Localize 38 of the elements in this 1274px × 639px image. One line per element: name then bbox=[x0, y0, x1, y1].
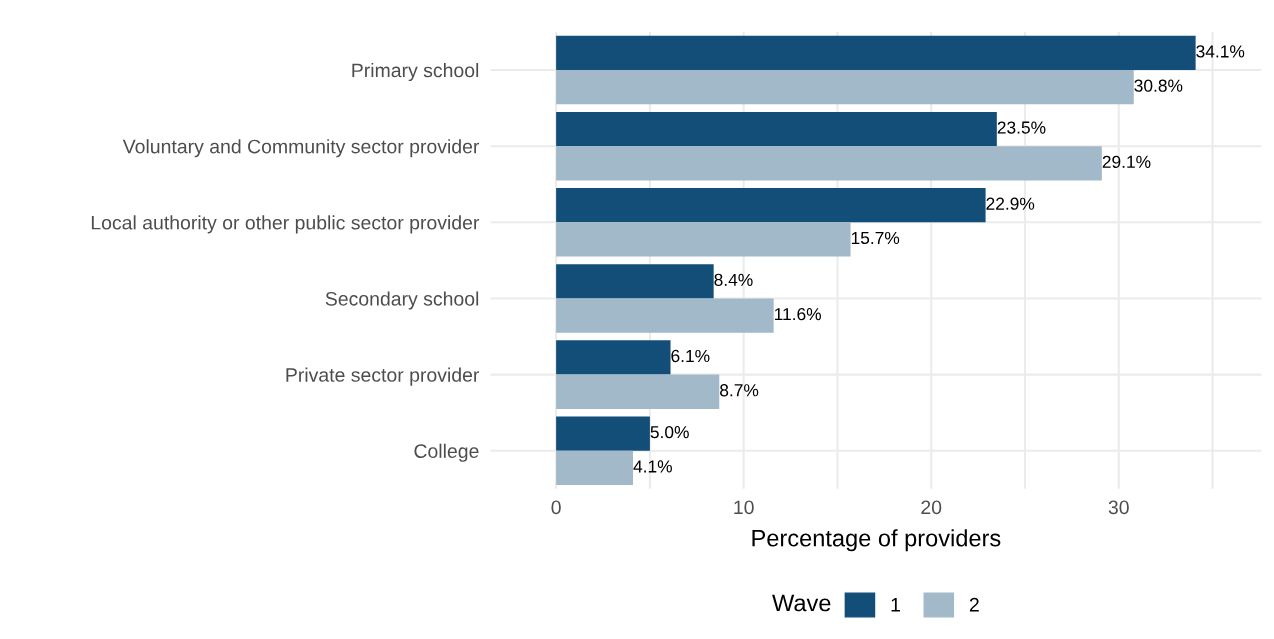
bar bbox=[556, 340, 671, 375]
legend-label: 2 bbox=[969, 597, 979, 612]
y-tick-label: Private sector provider bbox=[286, 367, 480, 386]
x-tick-label: 30 bbox=[1108, 500, 1129, 515]
y-tick-label: College bbox=[414, 443, 479, 462]
x-tick-label: 10 bbox=[734, 500, 754, 515]
data-label: 5.0% bbox=[650, 425, 689, 439]
bar bbox=[556, 264, 714, 299]
bar bbox=[556, 188, 986, 223]
data-label: 4.1% bbox=[633, 460, 672, 473]
bar bbox=[556, 111, 997, 147]
legend-title: Wave bbox=[772, 594, 831, 612]
bar bbox=[556, 35, 1196, 71]
data-label: 6.1% bbox=[671, 349, 710, 363]
x-axis-title: Percentage of providers bbox=[752, 529, 1001, 552]
bar bbox=[556, 298, 774, 333]
data-label: 23.5% bbox=[997, 121, 1046, 134]
data-label: 8.7% bbox=[720, 384, 759, 397]
data-label: 22.9% bbox=[986, 197, 1035, 210]
x-tick-label: 0 bbox=[551, 500, 561, 515]
legend-label: 1 bbox=[891, 598, 900, 612]
data-label: 30.8% bbox=[1134, 79, 1183, 92]
y-tick-label: Voluntary and Community sector provider bbox=[122, 139, 480, 158]
data-label: 11.6% bbox=[774, 307, 821, 321]
bar bbox=[556, 146, 1102, 181]
y-tick-label: Local authority or other public sector provider bbox=[91, 215, 480, 234]
x-tick-label: 20 bbox=[921, 500, 942, 515]
bar bbox=[556, 416, 650, 451]
y-tick-label: Primary school bbox=[352, 62, 479, 82]
y-tick-label: Secondary school bbox=[325, 291, 479, 310]
bar bbox=[556, 450, 634, 486]
bar bbox=[556, 374, 720, 409]
data-label: 29.1% bbox=[1102, 155, 1151, 168]
data-label: 15.7% bbox=[851, 231, 900, 245]
bar bbox=[556, 70, 1134, 105]
bar bbox=[556, 222, 851, 257]
data-label: 8.4% bbox=[714, 273, 753, 286]
data-label: 34.1% bbox=[1196, 45, 1245, 58]
